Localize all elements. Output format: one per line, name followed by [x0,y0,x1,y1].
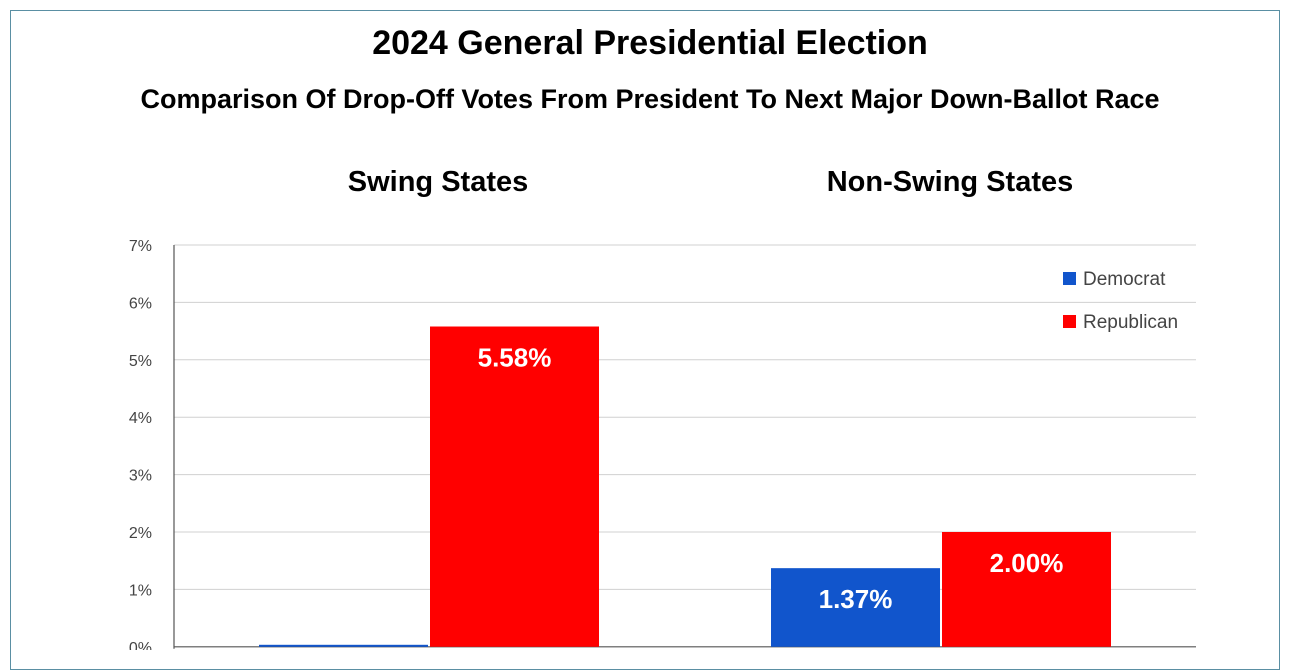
y-tick-label: 6% [129,295,152,312]
data-label: 5.58% [478,343,552,373]
chart-title: 2024 General Presidential Election [372,24,928,62]
group-title-non-swing-states: Non-Swing States [826,166,1074,198]
y-tick-label: 2% [129,525,152,542]
legend-swatch [1063,315,1076,328]
bar-democrat-1 [771,568,940,647]
y-tick-label: 0% [129,640,152,650]
data-label: 1.37% [819,584,893,614]
y-tick-label: 5% [129,353,152,370]
y-tick-label: 4% [129,410,152,427]
legend-swatch [1063,272,1076,285]
bar-republican-1 [942,532,1111,647]
y-tick-label: 7% [129,238,152,255]
data-label: 2.00% [990,548,1064,578]
y-tick-label: 3% [129,468,152,485]
bar-chart: 0% 1% 2% 3% 4% 5% 6% 7% 5.58% 1.37% 2.00% Democrat R… [129,238,1196,650]
y-tick-label: 1% [129,582,152,599]
group-title-swing-states: Swing States [347,166,529,198]
bar-republican-0 [430,326,599,647]
legend-label: Democrat [1083,269,1166,290]
chart-subtitle: Comparison Of Drop-Off Votes From Presid… [140,84,1160,114]
bar-democrat-0 [259,644,428,647]
legend-label: Republican [1083,312,1178,333]
